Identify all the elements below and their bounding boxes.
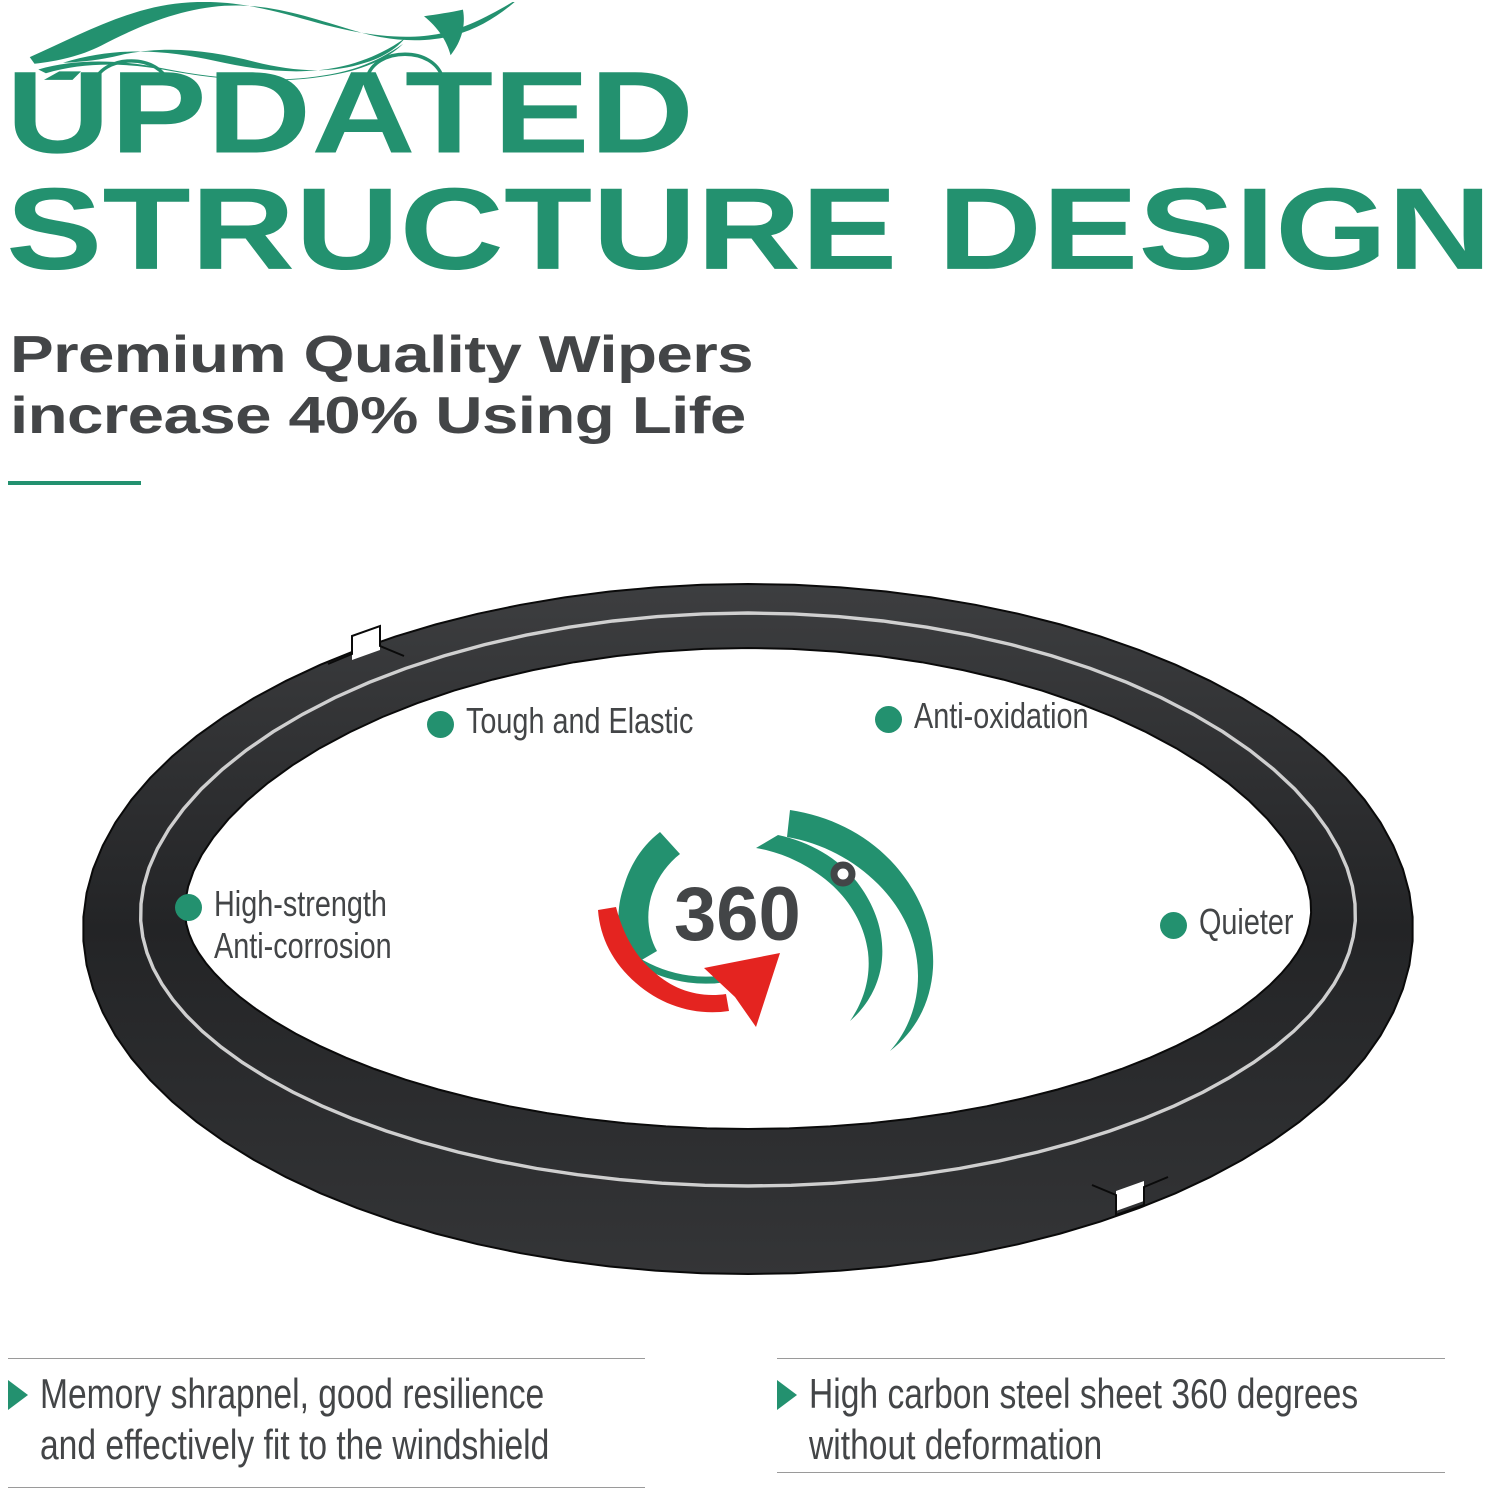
svg-text:360: 360 xyxy=(674,872,801,957)
